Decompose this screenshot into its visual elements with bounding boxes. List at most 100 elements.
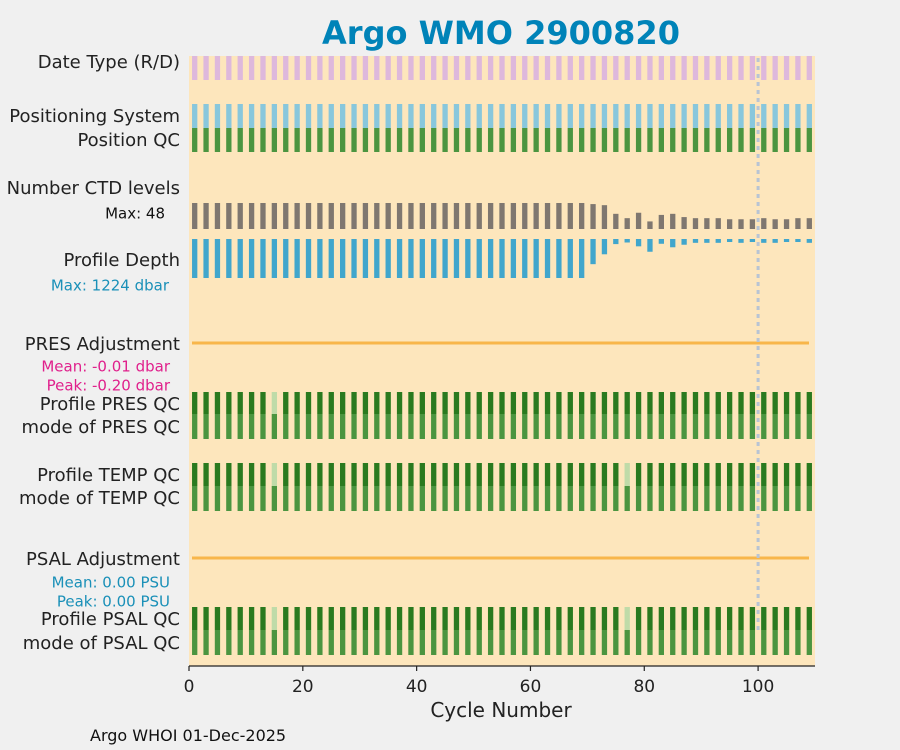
profile-psal-qc-bar-cycle-101 (761, 607, 767, 630)
profile-depth-bar-cycle-51 (476, 239, 482, 278)
number-ctd-levels-bar-cycle-25 (328, 203, 334, 229)
number-ctd-levels-bar-cycle-61 (533, 203, 539, 229)
number-ctd-levels-bar-cycle-75 (613, 213, 619, 229)
date-type-r-d-bar-cycle-15 (271, 56, 278, 80)
number-ctd-levels-bar-cycle-59 (522, 203, 528, 229)
profile-depth-bar-cycle-63 (544, 239, 551, 278)
date-type-r-d-bar-cycle-51 (476, 56, 482, 80)
mode-of-pres-qc-bar-cycle-93 (715, 414, 721, 439)
number-ctd-levels-bar-cycle-39 (408, 203, 414, 229)
position-qc-bar-cycle-107 (795, 128, 801, 152)
mode-of-temp-qc-bar-cycle-25 (328, 486, 334, 511)
profile-temp-qc-bar-cycle-49 (465, 463, 471, 486)
position-qc-bar-cycle-29 (351, 128, 357, 152)
positioning-system-bar-cycle-51 (476, 104, 482, 128)
number-ctd-levels-bar-cycle-63 (544, 203, 551, 229)
profile-psal-qc-bar-cycle-105 (783, 607, 790, 630)
date-type-r-d-bar-cycle-71 (590, 56, 596, 80)
profile-pres-qc-bar-cycle-33 (374, 392, 380, 414)
profile-pres-qc-bar-cycle-27 (340, 392, 346, 414)
profile-psal-qc-bar-cycle-77 (624, 607, 630, 630)
mode-of-temp-qc-bar-cycle-7 (226, 486, 232, 511)
mode-of-psal-qc-bar-cycle-21 (305, 630, 312, 655)
number-ctd-levels-bar-cycle-99 (749, 219, 756, 229)
mode-of-pres-qc-bar-cycle-69 (579, 414, 585, 439)
profile-pres-qc-bar-cycle-35 (385, 392, 391, 414)
mode-of-pres-qc-bar-cycle-31 (362, 414, 369, 439)
positioning-system-bar-cycle-15 (271, 104, 278, 128)
mode-of-pres-qc-bar-cycle-19 (294, 414, 300, 439)
profile-pres-qc-bar-cycle-55 (499, 392, 505, 414)
position-qc-bar-cycle-61 (533, 128, 539, 152)
profile-depth-bar-cycle-101 (761, 239, 767, 243)
positioning-system-bar-cycle-101 (761, 104, 767, 128)
profile-depth-bar-cycle-109 (806, 239, 812, 243)
mode-of-pres-qc-bar-cycle-63 (544, 414, 551, 439)
position-qc-bar-cycle-15 (271, 128, 278, 152)
mode-of-pres-qc-bar-cycle-21 (305, 414, 312, 439)
row-label-mode-of-temp-qc: mode of TEMP QC (19, 488, 180, 509)
row-label-mode-of-psal-qc: mode of PSAL QC (23, 633, 180, 654)
mode-of-psal-qc-bar-cycle-101 (761, 630, 767, 655)
profile-temp-qc-bar-cycle-99 (749, 463, 756, 486)
number-ctd-levels-bar-cycle-29 (351, 203, 357, 229)
profile-depth-bar-cycle-13 (260, 239, 266, 278)
mode-of-pres-qc-bar-cycle-45 (442, 414, 448, 439)
mode-of-psal-qc-bar-cycle-61 (533, 630, 539, 655)
position-qc-bar-cycle-47 (453, 128, 460, 152)
date-type-r-d-bar-cycle-97 (738, 56, 744, 80)
mode-of-psal-qc-bar-cycle-5 (214, 630, 221, 655)
profile-depth-bar-cycle-59 (522, 239, 528, 278)
mode-of-temp-qc-bar-cycle-83 (658, 486, 664, 511)
number-ctd-levels-bar-cycle-1 (192, 203, 198, 229)
positioning-system-bar-cycle-25 (328, 104, 334, 128)
mode-of-temp-qc-bar-cycle-89 (692, 486, 699, 511)
mode-of-temp-qc-bar-cycle-47 (453, 486, 460, 511)
positioning-system-bar-cycle-55 (499, 104, 505, 128)
mode-of-pres-qc-bar-cycle-43 (431, 414, 437, 439)
mode-of-pres-qc-bar-cycle-75 (613, 414, 619, 439)
row-label-pres-adjustment: PRES Adjustment (25, 334, 180, 355)
date-type-r-d-bar-cycle-63 (544, 56, 551, 80)
mode-of-temp-qc-bar-cycle-99 (749, 486, 756, 511)
position-qc-bar-cycle-19 (294, 128, 300, 152)
profile-pres-qc-bar-cycle-17 (283, 392, 289, 414)
profile-temp-qc-bar-cycle-91 (704, 463, 710, 486)
position-qc-bar-cycle-89 (692, 128, 699, 152)
mode-of-psal-qc-bar-cycle-31 (362, 630, 369, 655)
position-qc-bar-cycle-53 (487, 128, 494, 152)
mode-of-temp-qc-bar-cycle-91 (704, 486, 710, 511)
profile-depth-bar-cycle-79 (635, 239, 642, 247)
date-type-r-d-bar-cycle-79 (635, 56, 642, 80)
date-type-r-d-bar-cycle-5 (214, 56, 221, 80)
positioning-system-bar-cycle-63 (544, 104, 551, 128)
date-type-r-d-bar-cycle-89 (692, 56, 699, 80)
x-tick-label: 20 (292, 677, 314, 697)
date-type-r-d-bar-cycle-37 (396, 56, 403, 80)
profile-psal-qc-bar-cycle-39 (408, 607, 414, 630)
profile-pres-qc-bar-cycle-61 (533, 392, 539, 414)
mode-of-temp-qc-bar-cycle-3 (203, 486, 209, 511)
mode-of-temp-qc-bar-cycle-21 (305, 486, 312, 511)
position-qc-bar-cycle-95 (726, 128, 733, 152)
profile-pres-qc-bar-cycle-89 (692, 392, 699, 414)
profile-pres-qc-bar-cycle-93 (715, 392, 721, 414)
mode-of-temp-qc-bar-cycle-65 (556, 486, 562, 511)
profile-depth-bar-cycle-39 (408, 239, 414, 278)
profile-psal-qc-bar-cycle-81 (647, 607, 653, 630)
profile-depth-bar-cycle-25 (328, 239, 334, 278)
profile-temp-qc-bar-cycle-95 (726, 463, 733, 486)
number-ctd-levels-bar-cycle-107 (795, 218, 801, 229)
position-qc-bar-cycle-51 (476, 128, 482, 152)
profile-psal-qc-bar-cycle-87 (681, 607, 687, 630)
row-label-mode-of-pres-qc: mode of PRES QC (22, 417, 180, 438)
positioning-system-bar-cycle-75 (613, 104, 619, 128)
mode-of-psal-qc-bar-cycle-59 (522, 630, 528, 655)
number-ctd-levels-bar-cycle-73 (601, 205, 608, 229)
mode-of-psal-qc-bar-cycle-93 (715, 630, 721, 655)
profile-temp-qc-bar-cycle-67 (567, 463, 573, 486)
position-qc-bar-cycle-81 (647, 128, 653, 152)
position-qc-bar-cycle-57 (510, 128, 517, 152)
profile-psal-qc-bar-cycle-27 (340, 607, 346, 630)
